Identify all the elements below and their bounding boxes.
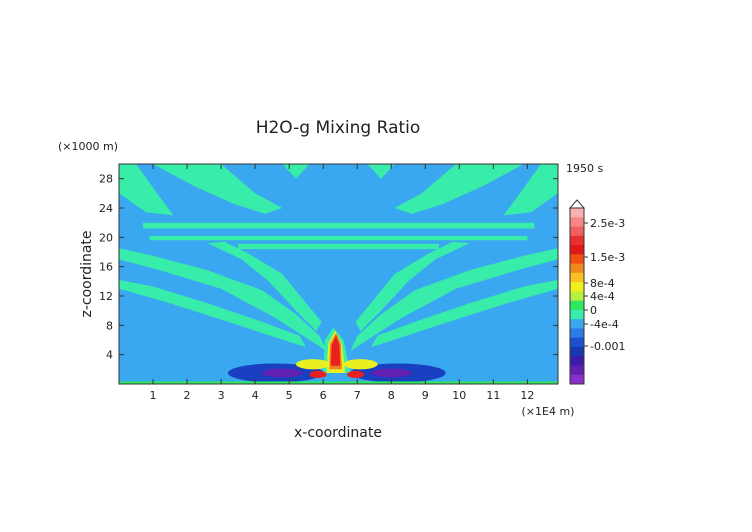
- x-tick-label: 9: [422, 389, 429, 402]
- colorbar-segment: [570, 272, 584, 283]
- x-tick-label: 10: [452, 389, 466, 402]
- tropopause-band-1: [149, 235, 528, 241]
- colorbar-segment: [570, 263, 584, 274]
- y-tick-label: 28: [99, 173, 113, 186]
- y-unit-label: (×1000 m): [58, 140, 118, 153]
- colorbar-segment: [570, 374, 584, 385]
- plume-contours: [119, 164, 558, 384]
- colorbar-segment: [570, 235, 584, 246]
- y-tick-label: 12: [99, 290, 113, 303]
- y-tick-label: 16: [99, 261, 113, 274]
- colorbar-segment: [570, 346, 584, 357]
- colorbar-segment: [570, 208, 584, 218]
- x-tick-label: 4: [252, 389, 259, 402]
- x-tick-label: 1: [150, 389, 157, 402]
- plume-left-2: [207, 241, 322, 332]
- colorbar-segment: [570, 309, 584, 320]
- tropopause-band-2: [238, 243, 439, 250]
- y-axis-title: z-coordinate: [79, 230, 95, 317]
- moist-spot-left: [309, 370, 327, 379]
- y-tick-label: 4: [106, 349, 113, 362]
- colorbar-label: 4e-4: [590, 290, 615, 303]
- colorbar-segment: [570, 217, 584, 228]
- plume-left-1: [119, 279, 307, 348]
- x-tick-label: 2: [184, 389, 191, 402]
- colorbar-segment: [570, 282, 584, 292]
- x-axis: 1 2 3 4 5 6 7 8 9 10 11 12: [150, 164, 534, 402]
- x-tick-label: 8: [388, 389, 395, 402]
- colorbar-segment: [570, 254, 584, 265]
- colorbar: 2.5e-3 1.5e-3 8e-44e-40-4e-4 -0.001: [568, 199, 625, 385]
- colorbar-arrow: [568, 199, 586, 209]
- colorbar-segment: [570, 319, 584, 329]
- colorbar-segment: [570, 337, 584, 348]
- colorbar-segment: [570, 356, 584, 366]
- plume-left-0: [119, 248, 327, 351]
- colorbar-segment: [570, 328, 584, 339]
- y-tick-label: 24: [99, 202, 113, 215]
- plume-right-4: [503, 164, 558, 216]
- x-tick-label: 6: [320, 389, 327, 402]
- plume-right-1: [370, 279, 558, 348]
- x-tick-label: 3: [218, 389, 225, 402]
- colorbar-label: 2.5e-3: [590, 217, 625, 230]
- core-red: [330, 335, 341, 366]
- time-label: 1950 s: [566, 162, 603, 175]
- colorbar-segment: [570, 365, 584, 376]
- y-axis: 4 8 12 16 20 24 28: [99, 173, 558, 362]
- dry-core-right: [370, 368, 412, 378]
- x-tick-label: 7: [354, 389, 361, 402]
- moist-lobe-right: [343, 359, 378, 370]
- moist-lobe-left: [295, 359, 330, 370]
- plume-right-5: [367, 164, 395, 179]
- plume-left-4: [119, 164, 174, 216]
- colorbar-segment: [570, 300, 584, 311]
- plume-right-2: [355, 241, 470, 332]
- colorbar-segment: [570, 226, 584, 237]
- chart-title: H2O-g Mixing Ratio: [256, 118, 421, 138]
- y-tick-label: 8: [106, 319, 113, 332]
- colorbar-label: 1.5e-3: [590, 251, 625, 264]
- x-tick-label: 11: [486, 389, 500, 402]
- colorbar-label: 0: [590, 304, 597, 317]
- y-tick-label: 20: [99, 231, 113, 244]
- plume-left-3: [153, 164, 283, 214]
- tropopause-band-0: [142, 222, 535, 229]
- plume-right-3: [394, 164, 524, 214]
- colorbar-label: -4e-4: [590, 318, 619, 331]
- plot-area: [118, 163, 559, 385]
- plot-frame: [118, 163, 559, 385]
- surface-band: [119, 381, 558, 384]
- x-unit-label: (×1E4 m): [522, 405, 575, 418]
- x-tick-label: 12: [520, 389, 534, 402]
- colorbar-label: 8e-4: [590, 277, 615, 290]
- x-axis-title: x-coordinate: [294, 425, 382, 441]
- moist-spot-right: [347, 370, 365, 379]
- dry-core-left: [261, 368, 303, 378]
- x-tick-label: 5: [286, 389, 293, 402]
- colorbar-label: -0.001: [590, 340, 625, 353]
- colorbar-segment: [570, 291, 584, 302]
- colorbar-segment: [570, 245, 584, 255]
- plume-right-0: [350, 248, 558, 351]
